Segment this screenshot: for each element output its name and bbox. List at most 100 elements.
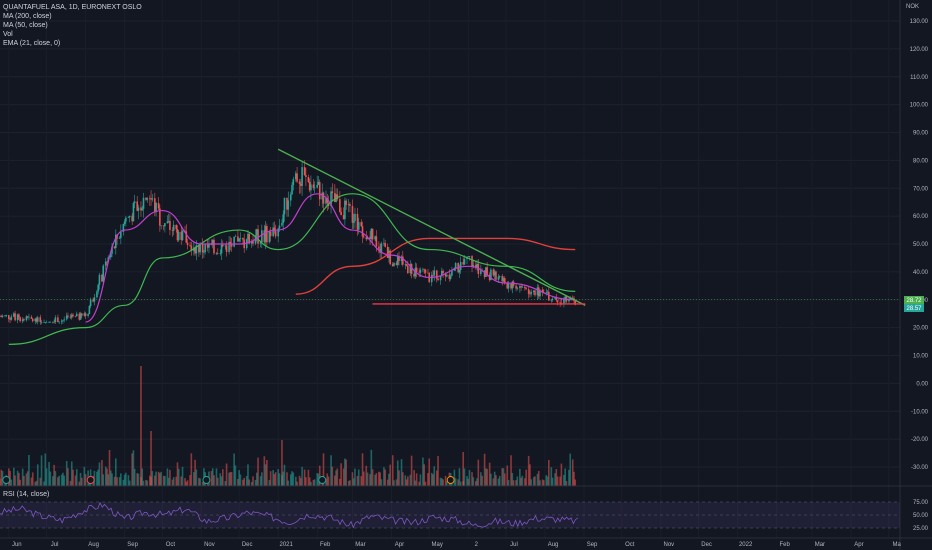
volume-bar [336, 468, 339, 486]
candle-body [510, 283, 512, 289]
event-marker[interactable] [86, 476, 95, 484]
volume-bar [123, 474, 126, 486]
symbol-title[interactable]: QUANTAFUEL ASA, 1D, EURONEXT OSLO [3, 4, 142, 11]
volume-bar [519, 468, 521, 486]
candle-body [26, 316, 29, 318]
y-tick-label: 0.00 [916, 381, 928, 387]
volume-bar [384, 469, 386, 486]
volume-bar [28, 455, 30, 486]
indicator-lines [0, 148, 900, 345]
candle-body [568, 298, 570, 302]
candle-body [219, 253, 222, 255]
volume-bar [492, 478, 495, 486]
volume-bar [234, 465, 237, 486]
candle-body [365, 237, 368, 240]
candle-body [433, 270, 436, 276]
candle-body [344, 200, 346, 220]
candle-body [524, 286, 526, 289]
volume-bar [145, 479, 147, 486]
chart-legend: QUANTAFUEL ASA, 1D, EURONEXT OSLO MA (20… [3, 3, 142, 48]
candle-body [96, 291, 98, 298]
last-price-text: 28.72 [906, 298, 922, 304]
rsi-pane[interactable]: 75.00 50.00 25.00 [0, 485, 932, 532]
candle-body [151, 198, 154, 200]
volume-bar [44, 453, 47, 486]
candle-body [334, 193, 336, 202]
volume-bar [216, 477, 219, 486]
volume-bar [43, 481, 45, 486]
volume-bar [330, 455, 332, 486]
candle-body [113, 246, 116, 249]
candle-body [198, 245, 200, 253]
volume-bar [354, 468, 356, 486]
candle-body [150, 198, 152, 200]
legend-ma50[interactable]: MA (50, close) [3, 22, 48, 29]
candle-body [154, 198, 156, 213]
ma200-line [295, 237, 576, 295]
volume-bar [133, 468, 136, 486]
candle-body [360, 222, 363, 227]
candle-body [128, 215, 131, 218]
event-marker[interactable] [202, 476, 211, 484]
candle-body [213, 239, 215, 254]
candle-body [14, 313, 16, 321]
volume-bar [151, 471, 154, 486]
volume-bar [427, 473, 429, 486]
candle-body [545, 292, 548, 294]
candle-body [89, 299, 92, 306]
candle-body [393, 262, 395, 266]
y-tick-label: 100.00 [910, 103, 929, 109]
time-axis[interactable]: Jun Jul Aug Sep Oct Nov Dec 2021 Feb Mar Apr May 2 Ju… [0, 537, 932, 548]
candle-body [35, 318, 38, 322]
candle-body [483, 270, 486, 277]
volume-bar [404, 475, 407, 486]
x-tick-label: Dec [701, 542, 712, 548]
candle-body [60, 320, 63, 322]
candle-body [396, 256, 399, 266]
legend-ema[interactable]: EMA (21, close, 0) [3, 40, 61, 47]
volume-bar [331, 466, 334, 486]
event-marker[interactable] [318, 476, 327, 484]
candle-body [169, 220, 171, 230]
rsi-legend[interactable]: RSI (14, close) [3, 491, 50, 498]
volume-bar [211, 468, 214, 486]
candle-body [148, 198, 151, 199]
candle-body [167, 220, 170, 222]
ma50-line [8, 193, 576, 345]
volume-bar [424, 481, 427, 486]
volume-bar [193, 472, 195, 486]
volume-bar [278, 473, 281, 486]
legend-ma200[interactable]: MA (200, close) [3, 13, 52, 20]
volume-bar [98, 462, 101, 486]
volume-spike [150, 431, 152, 486]
volume-bar [454, 478, 457, 486]
candle-body [16, 314, 19, 321]
volume-bar [485, 468, 487, 486]
candle-body [559, 302, 561, 304]
candle-body [502, 278, 505, 282]
volume-bar [154, 475, 156, 486]
candle-body [325, 197, 327, 204]
candle-body [424, 269, 427, 273]
rsi-tick-label: 75.00 [913, 500, 929, 506]
event-marker[interactable] [2, 476, 11, 484]
volume-bar [230, 472, 233, 486]
volume-bar [501, 468, 504, 486]
candle-body [195, 245, 198, 254]
event-marker[interactable] [446, 476, 455, 484]
legend-vol[interactable]: Vol [3, 31, 13, 38]
volume-bar [298, 475, 301, 486]
price-axis[interactable]: 130.00 120.00 110.00 100.00 90.00 80.00 70.00 6… [899, 0, 929, 550]
x-tick-label: Jul [51, 542, 59, 548]
event-markers[interactable] [2, 476, 455, 484]
volume-bar [160, 471, 162, 486]
volume-bar [228, 472, 230, 486]
candle-body [556, 300, 559, 303]
volume-bar [563, 474, 565, 486]
volume-bar [250, 481, 253, 486]
volume-bar [477, 459, 480, 486]
volume-bar [245, 475, 248, 486]
candle-body [536, 287, 539, 296]
volume-bar [120, 473, 122, 486]
